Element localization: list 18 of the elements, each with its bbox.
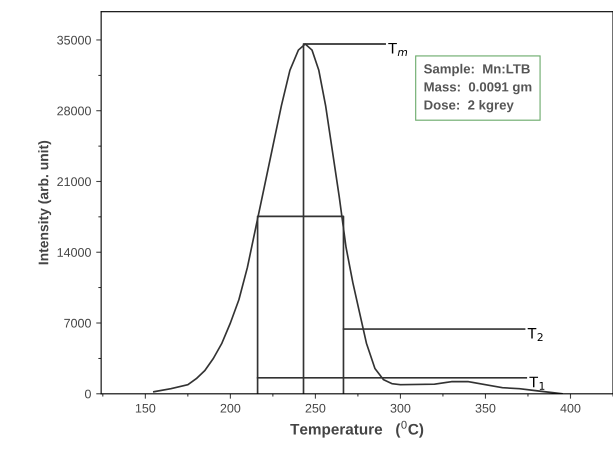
annotation: Sample: Mn:LTB Mass: 0.0091 gm Dose: 2 kgrey <box>424 64 532 112</box>
x-tick-label: 400 <box>560 404 580 413</box>
y-tick-label: 21000 <box>57 177 91 186</box>
annotation: T$_{m}$ <box>388 42 408 56</box>
y-tick-label: 0 <box>84 390 91 398</box>
x-axis-title: Temperature ($^{0}$C) <box>290 420 424 438</box>
y-tick-label: 35000 <box>57 36 91 45</box>
x-tick-label: 200 <box>220 404 240 413</box>
x-tick-label: 250 <box>306 404 326 413</box>
x-tick-label: 150 <box>136 404 156 413</box>
y-tick-label: 7000 <box>64 318 91 328</box>
annotation: T$_{2}$ <box>528 328 543 342</box>
annotation: T$_{1}$ <box>529 376 544 390</box>
x-tick-label: 350 <box>476 404 496 413</box>
x-tick-label: 300 <box>390 404 410 413</box>
y-axis-title: Intensity (arb. unit) <box>38 140 52 264</box>
y-tick-label: 28000 <box>57 106 91 116</box>
y-tick-label: 14000 <box>58 248 91 257</box>
